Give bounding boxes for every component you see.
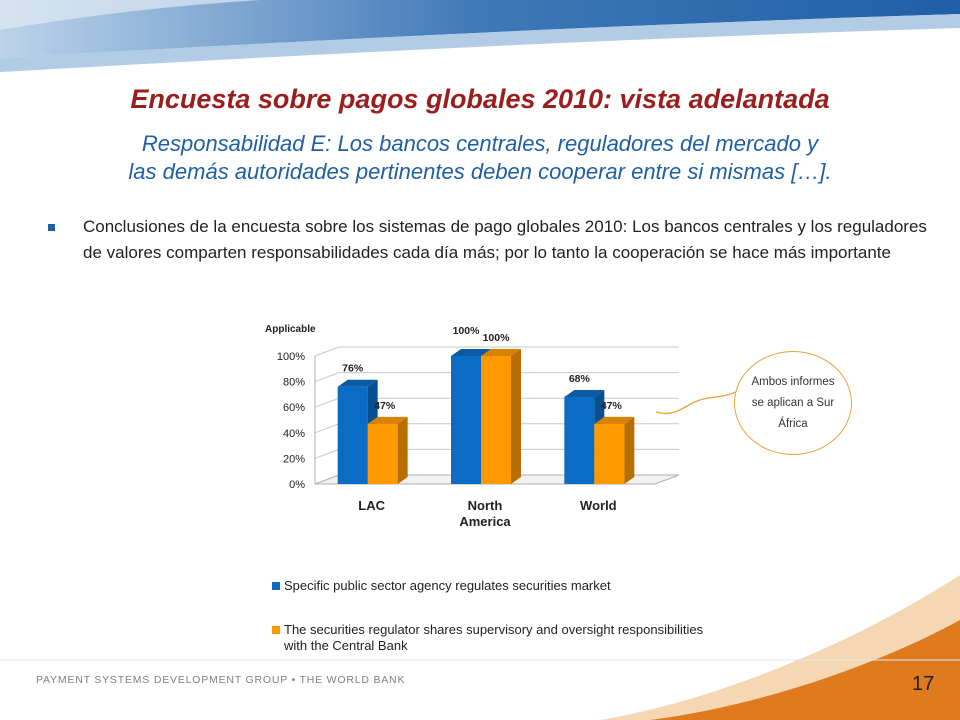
subtitle-line-2: las demás autoridades pertinentes deben … [128, 159, 832, 184]
legend-swatch-series-1 [272, 582, 280, 590]
gridline-depth [314, 372, 340, 383]
x-tick-label: World [580, 498, 617, 513]
y-tick-label: 0% [289, 479, 305, 491]
bar-front [451, 356, 481, 484]
data-label: 68% [569, 373, 591, 385]
x-tick-label: LAC [358, 498, 385, 513]
legend-label-series-2: The securities regulator shares supervis… [284, 622, 704, 653]
bar-chart: Applicable 0% 20% 40% 60% 80% 100% 76% 47% LAC 100… [265, 324, 680, 529]
callout-bubble: Ambos informes se aplican a Sur África [734, 351, 852, 455]
slide-title: Encuesta sobre pagos globales 2010: vist… [130, 84, 830, 114]
gridline-depth [314, 448, 340, 459]
bar-front [564, 396, 595, 484]
y-tick-label: 60% [283, 402, 305, 414]
chart-title: Applicable [265, 324, 316, 335]
bar-front [337, 386, 368, 484]
y-tick-label: 40% [283, 428, 305, 440]
data-label: 47% [374, 400, 396, 412]
x-tick-label: North [468, 498, 503, 513]
subtitle-line-1: Responsabilidad E: Los bancos centrales,… [141, 131, 819, 156]
bar-top [451, 349, 491, 356]
callout-text: Ambos informes se aplican a Sur África [751, 375, 835, 430]
bar-top [564, 389, 605, 397]
legend-label-series-1: Specific public sector agency regulates … [284, 578, 611, 593]
bar-front [594, 423, 625, 484]
data-label: 100% [483, 332, 511, 344]
x-tick-label: America [459, 514, 511, 529]
bar-top [594, 416, 635, 424]
bar-front [367, 423, 398, 484]
bar-top [481, 349, 521, 356]
data-label: 100% [453, 325, 481, 337]
legend-swatch-series-2 [272, 626, 280, 634]
bar-front [481, 356, 511, 484]
gridline-depth [314, 423, 340, 434]
data-label: 76% [342, 363, 364, 375]
bullet-marker [48, 224, 55, 231]
slide-subtitle: Responsabilidad E: Los bancos centrales,… [20, 130, 940, 186]
header-banner [0, 0, 960, 72]
y-tick-label: 100% [277, 351, 305, 363]
bullet-text: Conclusiones de la encuesta sobre los si… [83, 217, 927, 262]
gridline-depth [314, 397, 340, 408]
gridline-depth [314, 346, 340, 357]
bar-top [367, 416, 408, 424]
bar-side [624, 416, 635, 484]
data-label: 47% [601, 400, 623, 412]
bar-top [337, 379, 378, 387]
bar-side [511, 349, 521, 484]
y-tick-label: 20% [283, 453, 305, 465]
footer-text: PAYMENT SYSTEMS DEVELOPMENT GROUP • THE … [36, 674, 406, 686]
bar-side [397, 416, 408, 484]
page-number: 17 [912, 673, 935, 695]
y-tick-label: 80% [283, 377, 305, 389]
